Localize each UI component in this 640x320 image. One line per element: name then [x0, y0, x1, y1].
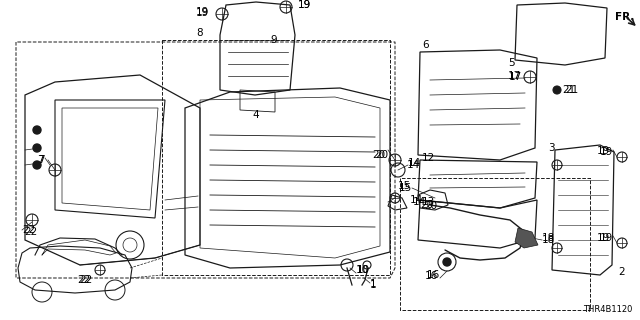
- Text: 7: 7: [38, 155, 45, 165]
- Text: 13: 13: [422, 197, 435, 207]
- Text: 19: 19: [596, 146, 610, 156]
- Text: 20: 20: [420, 200, 433, 210]
- Text: THR4B1120: THR4B1120: [582, 305, 632, 314]
- Text: 2: 2: [618, 267, 625, 277]
- Text: FR.: FR.: [615, 12, 634, 22]
- Text: 19: 19: [196, 8, 209, 18]
- Text: 3: 3: [548, 143, 555, 153]
- Text: 19: 19: [196, 7, 209, 17]
- Text: 18: 18: [542, 235, 556, 245]
- Text: 20: 20: [424, 201, 437, 211]
- Circle shape: [33, 144, 41, 152]
- Text: 8: 8: [196, 28, 204, 38]
- Text: 20: 20: [375, 150, 388, 160]
- Polygon shape: [515, 228, 538, 248]
- Text: 5: 5: [508, 58, 515, 68]
- Circle shape: [553, 86, 561, 94]
- Text: 17: 17: [509, 72, 522, 82]
- Text: 12: 12: [422, 153, 435, 163]
- Text: 9: 9: [271, 35, 277, 45]
- Text: 16: 16: [425, 271, 438, 281]
- Text: 14: 14: [413, 197, 426, 207]
- Text: 14: 14: [408, 158, 421, 168]
- Text: 1: 1: [370, 280, 376, 290]
- Text: 17: 17: [508, 71, 521, 81]
- Text: 15: 15: [397, 181, 411, 191]
- Text: 14: 14: [410, 195, 423, 205]
- Text: 19: 19: [600, 233, 613, 243]
- Text: 7: 7: [37, 155, 44, 165]
- Text: 6: 6: [422, 40, 429, 50]
- Text: 22: 22: [79, 275, 92, 285]
- Text: 22: 22: [77, 275, 91, 285]
- Text: 14: 14: [407, 160, 420, 170]
- Text: 21: 21: [565, 85, 579, 95]
- Text: 10: 10: [356, 265, 369, 275]
- Circle shape: [33, 161, 41, 169]
- Text: 21: 21: [562, 85, 575, 95]
- Text: 10: 10: [357, 265, 370, 275]
- Text: 4: 4: [253, 110, 259, 120]
- Circle shape: [443, 258, 451, 266]
- Text: 22: 22: [24, 227, 37, 237]
- Text: 18: 18: [542, 233, 556, 243]
- Text: 19: 19: [596, 233, 610, 243]
- Text: 19: 19: [298, 0, 311, 10]
- Text: 16: 16: [427, 270, 440, 280]
- Text: 1: 1: [370, 279, 376, 289]
- Text: 22: 22: [22, 225, 35, 235]
- Text: 19: 19: [600, 147, 613, 157]
- Circle shape: [33, 126, 41, 134]
- Text: 20: 20: [372, 150, 385, 160]
- Text: 15: 15: [399, 183, 412, 193]
- Text: 19: 19: [298, 0, 311, 10]
